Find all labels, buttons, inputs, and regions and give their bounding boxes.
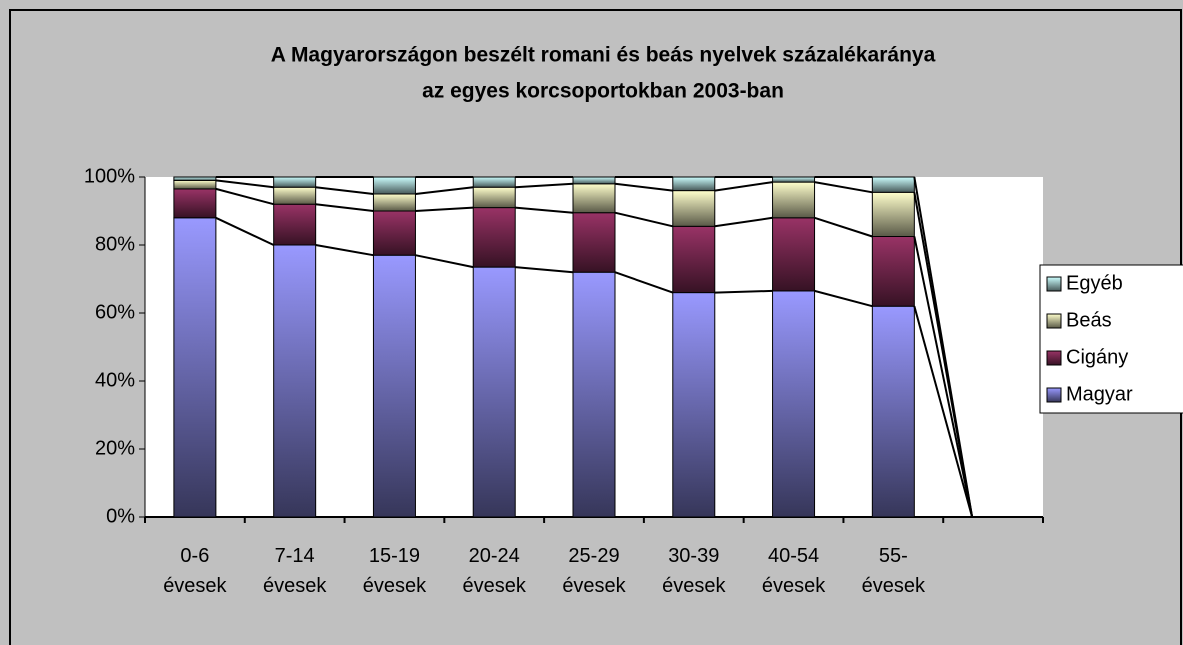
bar-segment (871, 305, 915, 518)
series-line (315, 186, 374, 195)
bar-segment (672, 292, 716, 518)
bar-segment (772, 290, 816, 518)
y-tick-label: 60% (95, 301, 135, 323)
series-line (913, 305, 974, 518)
legend-label: Cigány (1066, 346, 1128, 368)
bar-segment (173, 217, 217, 518)
bar-segment (772, 217, 816, 292)
legend-swatch (1046, 313, 1062, 329)
y-tick-label: 20% (95, 437, 135, 459)
bar-segment (772, 176, 816, 183)
series-line (814, 289, 873, 308)
x-tick-label: 40-54 évesek (762, 545, 826, 597)
series-line (415, 254, 474, 269)
series-line (714, 216, 773, 228)
y-tick-label: 100% (84, 165, 135, 187)
bar-segment (672, 176, 716, 192)
bar-segment (672, 225, 716, 294)
series-line (714, 181, 773, 192)
legend-swatch (1046, 350, 1062, 366)
bar-segment (173, 176, 217, 181)
bar-segment (772, 181, 816, 219)
series-line (814, 181, 873, 194)
bar-segment (572, 176, 616, 185)
x-tick-label: 25-29 évesek (562, 545, 626, 597)
series-line (515, 182, 574, 189)
bar-segment (472, 176, 516, 188)
series-line (913, 176, 974, 518)
series-line (515, 266, 574, 274)
bar-segment (871, 191, 915, 238)
bar-segment (273, 176, 317, 188)
bar-segment (173, 179, 217, 190)
bar-segment (472, 207, 516, 268)
series-line (614, 182, 673, 192)
x-tick-label: 7-14 évesek (263, 545, 327, 597)
bar-segment (472, 266, 516, 518)
bar-segment (372, 176, 416, 195)
bar-segment (372, 193, 416, 212)
series-line (215, 216, 275, 246)
bar-segment (372, 254, 416, 518)
series-line (415, 186, 474, 195)
y-tick-label: 0% (106, 505, 135, 527)
series-line (515, 206, 574, 214)
x-tick-label: 20-24 évesek (463, 545, 527, 597)
series-line (215, 179, 274, 189)
series-line (315, 244, 374, 257)
y-tick-label: 40% (95, 369, 135, 391)
series-line (913, 236, 974, 518)
bar-segment (572, 271, 616, 518)
bar-segment (372, 210, 416, 256)
legend-swatch (1046, 276, 1062, 292)
legend-label: Beás (1066, 309, 1112, 331)
bar-segment (472, 186, 516, 209)
bar-segment (572, 212, 616, 273)
bar-segment (173, 188, 217, 219)
bar-segment (871, 236, 915, 307)
bar-segment (672, 190, 716, 227)
legend-swatch (1046, 387, 1062, 403)
chart-title: az egyes korcsoportokban 2003-ban (422, 80, 784, 103)
x-tick-label: 55-évesek (862, 545, 926, 597)
series-line (614, 211, 674, 228)
series-line (415, 206, 474, 212)
legend-label: Egyéb (1066, 272, 1123, 294)
x-tick-label: 0-6 évesek (163, 545, 227, 597)
bar-segment (273, 244, 317, 518)
series-line (215, 187, 274, 206)
bar-segment (273, 186, 317, 205)
series-line (315, 203, 374, 212)
legend (1039, 264, 1183, 414)
legend-label: Magyar (1066, 383, 1133, 405)
bar-segment (572, 183, 616, 214)
series-line (614, 271, 674, 294)
y-tick-label: 80% (95, 233, 135, 255)
chart-title: A Magyarországon beszélt romani és beás … (271, 44, 936, 67)
bar-segment (871, 176, 915, 193)
series-line (814, 216, 873, 238)
x-tick-label: 15-19 évesek (363, 545, 427, 597)
bar-segment (273, 203, 317, 246)
series-line (714, 289, 773, 294)
x-tick-label: 30-39 évesek (662, 545, 726, 597)
